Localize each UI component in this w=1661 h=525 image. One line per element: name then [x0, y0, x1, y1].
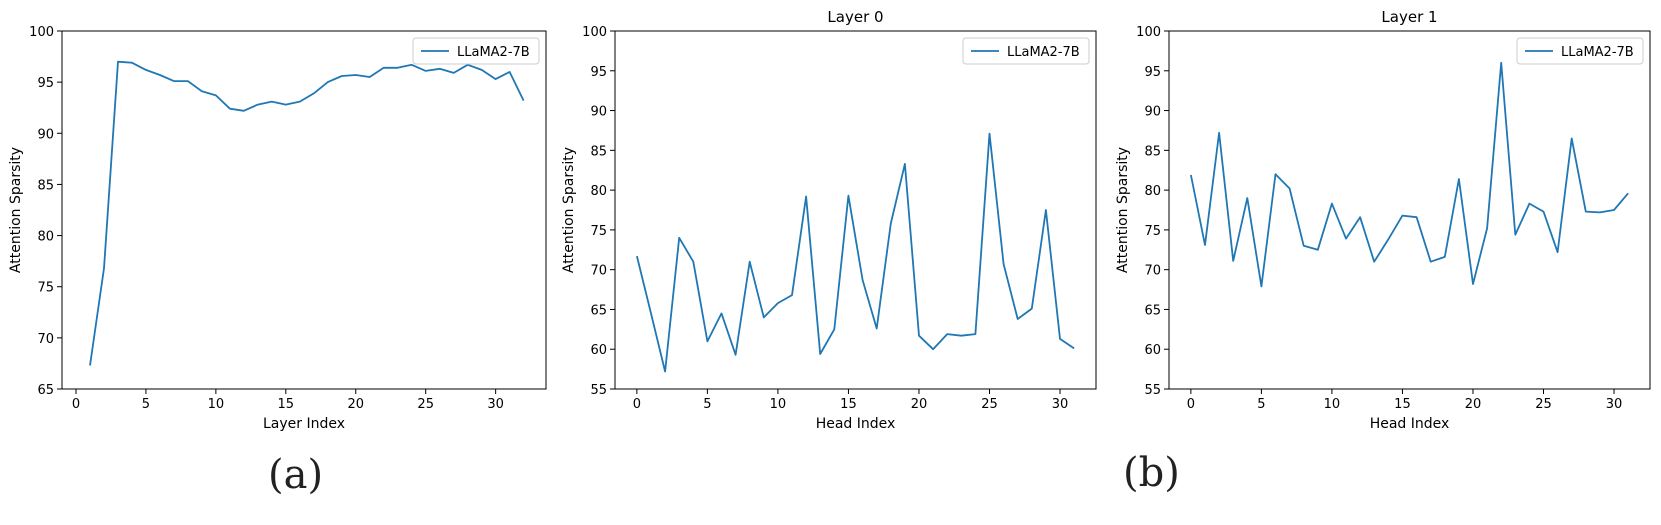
y-tick-label: 60 [1144, 343, 1161, 358]
caption-b: (b) [1123, 450, 1180, 496]
x-tick-label: 30 [1606, 397, 1623, 412]
x-tick-label: 0 [633, 397, 641, 412]
x-tick-label: 15 [278, 397, 295, 412]
y-tick-label: 100 [1136, 25, 1161, 40]
y-tick-label: 65 [590, 303, 607, 318]
y-tick-label: 70 [590, 264, 607, 279]
x-tick-label: 20 [347, 397, 364, 412]
y-tick-label: 95 [1144, 65, 1161, 80]
chart-title: Layer 0 [827, 8, 883, 26]
y-tick-label: 90 [590, 105, 607, 120]
x-tick-label: 25 [981, 397, 998, 412]
y-tick-label: 65 [37, 383, 54, 398]
y-axis-label: Attention Sparsity [561, 147, 577, 273]
y-tick-label: 80 [590, 184, 607, 199]
y-tick-label: 80 [1144, 184, 1161, 199]
x-tick-label: 0 [1187, 397, 1195, 412]
y-tick-label: 55 [1144, 383, 1161, 398]
y-axis-label: Attention Sparsity [1115, 147, 1131, 273]
y-tick-label: 90 [1144, 105, 1161, 120]
y-tick-label: 75 [590, 224, 607, 239]
x-tick-label: 5 [703, 397, 711, 412]
legend-box [412, 37, 540, 65]
x-tick-label: 10 [1324, 397, 1341, 412]
y-tick-label: 80 [37, 230, 54, 245]
y-tick-label: 95 [37, 76, 54, 91]
legend-label: LLaMA2-7B [1007, 45, 1080, 60]
x-axis-label: Head Index [816, 416, 896, 432]
y-tick-label: 85 [590, 144, 607, 159]
x-tick-label: 30 [1052, 397, 1069, 412]
y-tick-label: 100 [29, 25, 54, 40]
x-tick-label: 30 [487, 397, 504, 412]
series-line-0 [1190, 61, 1629, 288]
x-tick-label: 20 [911, 397, 928, 412]
chart-panel-0: 0 5 10 15 20 25 30 65 70 75 80 85 90 95 100 Layer Index… [8, 25, 547, 432]
x-tick-label: 25 [417, 397, 434, 412]
y-tick-label: 75 [1144, 224, 1161, 239]
y-axis-label: Attention Sparsity [8, 147, 24, 273]
y-tick-label: 55 [590, 383, 607, 398]
x-tick-label: 10 [770, 397, 787, 412]
y-tick-label: 75 [37, 281, 54, 296]
y-tick-label: 85 [1144, 144, 1161, 159]
y-tick-label: 60 [590, 343, 607, 358]
legend-box [1516, 37, 1644, 65]
chart-panel-2: 0 5 10 15 20 25 30 55 60 65 70 75 80 85 90 95 100 Head In… [1115, 8, 1651, 432]
series-line-0 [89, 60, 525, 366]
x-tick-label: 15 [1394, 397, 1411, 412]
x-tick-label: 0 [72, 397, 80, 412]
x-axis-label: Head Index [1370, 416, 1450, 432]
chart-panel-1: 0 5 10 15 20 25 30 55 60 65 70 75 80 85 90 95 100 Head In… [561, 8, 1097, 432]
y-tick-label: 95 [590, 65, 607, 80]
x-tick-label: 10 [208, 397, 225, 412]
x-tick-label: 5 [142, 397, 150, 412]
x-tick-label: 5 [1257, 397, 1265, 412]
legend: LLaMA2-7B [962, 37, 1090, 65]
caption-a: (a) [268, 452, 324, 498]
series-line-0 [636, 132, 1075, 373]
legend: LLaMA2-7B [412, 37, 540, 65]
legend-box [962, 37, 1090, 65]
legend-label: LLaMA2-7B [457, 45, 530, 60]
y-tick-label: 100 [582, 25, 607, 40]
plot-frame [1168, 30, 1651, 390]
x-tick-label: 15 [840, 397, 857, 412]
y-tick-label: 90 [37, 127, 54, 142]
y-tick-label: 65 [1144, 303, 1161, 318]
x-tick-label: 25 [1535, 397, 1552, 412]
plot-frame [61, 30, 547, 390]
x-axis-label: Layer Index [263, 416, 345, 432]
chart-title: Layer 1 [1381, 8, 1437, 26]
y-tick-label: 85 [37, 178, 54, 193]
x-tick-label: 20 [1465, 397, 1482, 412]
y-tick-label: 70 [37, 332, 54, 347]
legend-label: LLaMA2-7B [1561, 45, 1634, 60]
legend: LLaMA2-7B [1516, 37, 1644, 65]
y-tick-label: 70 [1144, 264, 1161, 279]
plot-frame [614, 30, 1097, 390]
